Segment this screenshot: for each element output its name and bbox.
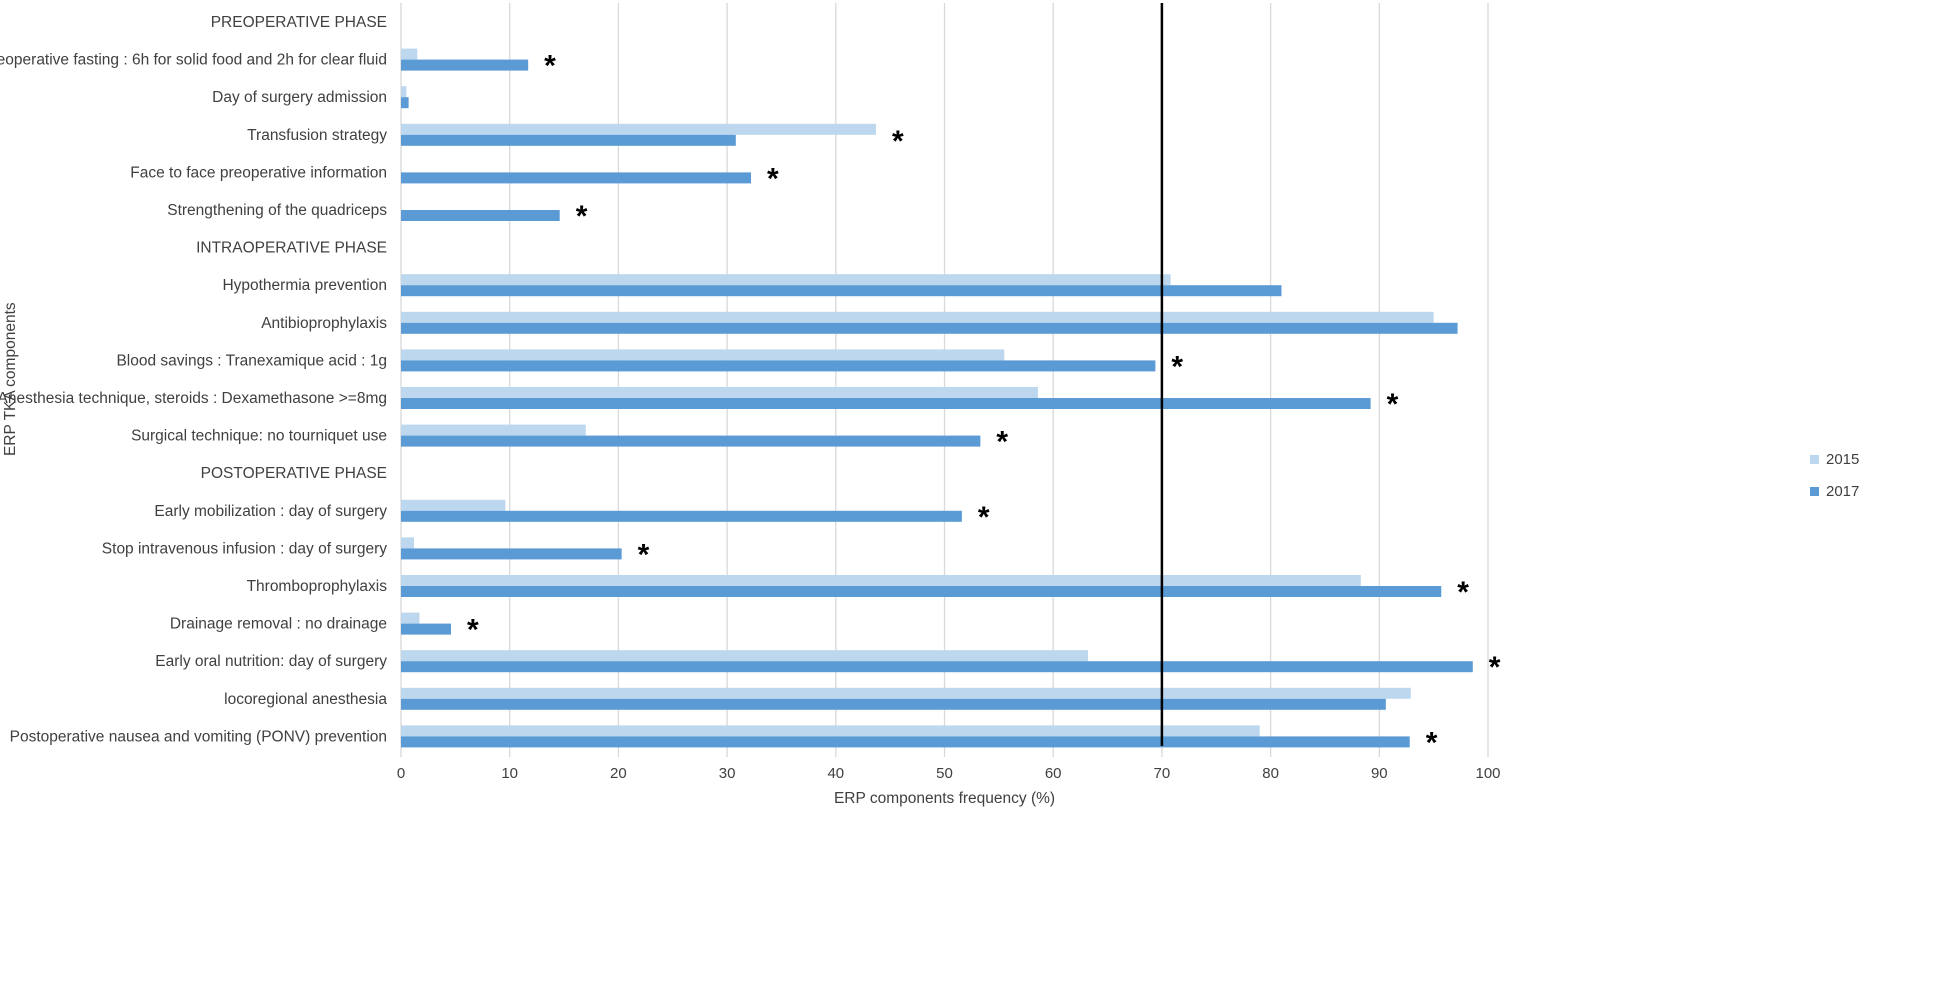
legend-label: 2017 (1826, 483, 1859, 500)
x-tick-label: 80 (1262, 765, 1279, 782)
bar-2015 (401, 387, 1038, 398)
x-tick-label: 30 (719, 765, 736, 782)
bar-2015 (401, 725, 1260, 737)
significance-star: * (767, 162, 779, 195)
x-axis-title: ERP components frequency (%) (834, 790, 1055, 807)
category-label: PREOPERATIVE PHASE (211, 14, 387, 31)
bar-2017 (401, 435, 981, 447)
significance-star: * (638, 538, 650, 571)
bar-2015 (401, 274, 1171, 286)
bar-2015 (401, 687, 1411, 699)
category-labels: PREOPERATIVE PHASE preoperative fasting :… (0, 14, 387, 745)
x-tick-label: 0 (397, 765, 405, 782)
bar-2015 (401, 650, 1088, 662)
legend-swatch-2015 (1810, 455, 1819, 464)
bar-2017 (401, 97, 409, 109)
x-tick-label: 100 (1475, 765, 1500, 782)
significance-star: * (1387, 388, 1399, 421)
bars (401, 48, 1473, 748)
significance-star: * (1457, 576, 1469, 609)
category-label: Stop intravenous infusion : day of surge… (102, 540, 387, 557)
bar-2017 (401, 322, 1458, 334)
significance-star: * (1171, 350, 1183, 383)
significance-star: * (1426, 726, 1438, 759)
significance-markers: * * * * * * * * * * * * * (467, 50, 1501, 760)
category-label: Strengthening of the quadriceps (167, 202, 387, 219)
significance-star: * (1489, 651, 1501, 684)
bar-2015 (401, 349, 1005, 361)
bar-2017 (401, 586, 1442, 597)
bar-2017 (401, 360, 1156, 372)
category-label: Drainage removal : no drainage (170, 616, 387, 633)
category-label: Early mobilization : day of surgery (154, 503, 387, 520)
bar-2015 (401, 612, 420, 624)
bar-2017 (401, 134, 736, 146)
significance-star: * (544, 50, 556, 83)
bar-2017 (401, 285, 1282, 297)
bar-2017 (401, 661, 1473, 673)
x-tick-label: 50 (936, 765, 953, 782)
x-tick-label: 10 (501, 765, 518, 782)
category-label: Thromboprophylaxis (247, 578, 388, 595)
category-label: Day of surgery admission (212, 89, 387, 106)
category-label: Surgical technique: no tourniquet use (131, 428, 387, 445)
category-label: Blood savings : Tranexamique acid : 1g (116, 352, 387, 369)
legend-swatch-2017 (1810, 487, 1819, 496)
significance-star: * (467, 614, 479, 647)
bar-2017 (401, 398, 1371, 409)
bar-2017 (401, 736, 1410, 748)
x-tick-label: 40 (827, 765, 844, 782)
legend: 2015 2017 (1810, 451, 1859, 500)
x-tick-label: 60 (1045, 765, 1062, 782)
bar-2017 (401, 510, 962, 522)
legend-label: 2015 (1826, 451, 1859, 468)
bar-2015 (401, 424, 586, 436)
grid-lines (400, 3, 1489, 757)
x-tick-label: 90 (1371, 765, 1388, 782)
category-label: Antibioprophylaxis (261, 315, 387, 332)
x-tick-labels: 0 10 20 30 40 50 60 70 80 90 100 (397, 765, 1501, 782)
category-label: Hypothermia prevention (222, 277, 387, 294)
significance-star: * (978, 501, 990, 534)
bar-2017 (401, 172, 752, 184)
bar-2015 (401, 86, 407, 98)
x-tick-label: 70 (1154, 765, 1171, 782)
bar-2015 (401, 499, 506, 511)
bar-2017 (401, 698, 1386, 710)
bar-2015 (401, 48, 418, 60)
category-label: locoregional anesthesia (224, 691, 387, 708)
category-label: Early oral nutrition: day of surgery (155, 653, 387, 670)
category-label: Face to face preoperative information (130, 164, 387, 181)
bar-2017 (401, 548, 622, 560)
bar-2015 (401, 575, 1361, 586)
bar-2015 (401, 311, 1434, 323)
bar-2017 (401, 623, 452, 635)
category-label: INTRAOPERATIVE PHASE (196, 240, 387, 257)
bar-2017 (401, 210, 560, 221)
significance-star: * (892, 125, 904, 158)
y-axis-title: ERP TKA components (2, 302, 19, 456)
bar-2017 (401, 59, 529, 71)
category-label: POSTOPERATIVE PHASE (201, 465, 387, 482)
bar-2015 (401, 537, 415, 549)
significance-star: * (576, 200, 588, 233)
category-label: Postoperative nausea and vomiting (PONV)… (10, 728, 387, 745)
category-label: Transfusion strategy (247, 127, 387, 144)
category-label: Anesthesia technique, steroids : Dexamet… (0, 390, 387, 407)
x-tick-label: 20 (610, 765, 627, 782)
significance-star: * (996, 426, 1008, 459)
category-label: preoperative fasting : 6h for solid food… (0, 52, 387, 69)
bar-2015 (401, 123, 877, 135)
